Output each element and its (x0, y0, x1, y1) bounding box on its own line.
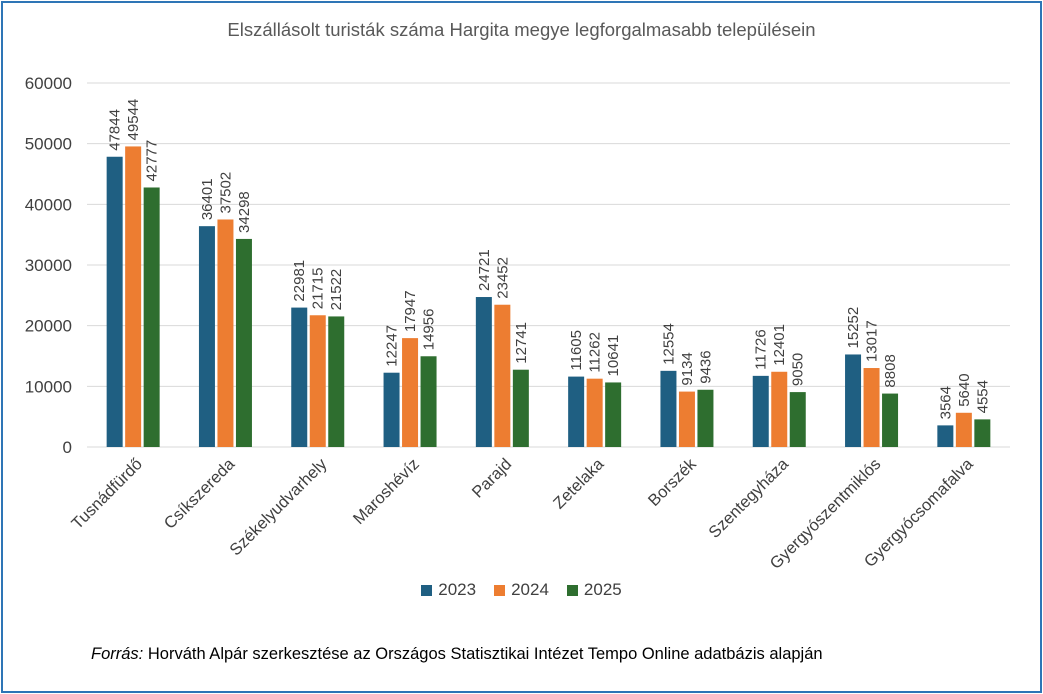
data-label: 21522 (328, 269, 345, 311)
y-tick-label: 20000 (25, 317, 72, 336)
bar (660, 370, 677, 447)
data-label: 8808 (882, 354, 899, 387)
legend-label-2024: 2024 (511, 580, 549, 599)
data-label: 12741 (513, 322, 530, 364)
legend-item-2023: 2023 (421, 580, 476, 600)
data-label: 24721 (476, 249, 493, 291)
bar (106, 156, 123, 447)
data-label: 36401 (199, 178, 216, 220)
data-label: 42777 (144, 140, 161, 182)
bar (955, 412, 972, 447)
data-label: 47844 (107, 109, 124, 151)
bar (845, 354, 862, 447)
legend-item-2024: 2024 (494, 580, 549, 600)
source-label: Forrás: (91, 645, 144, 663)
data-label: 11262 (587, 332, 604, 373)
bar (494, 304, 511, 447)
legend: 2023 2024 2025 (0, 580, 1043, 600)
bar (328, 316, 345, 447)
y-tick-label: 0 (63, 438, 72, 457)
bar (568, 376, 585, 447)
bar (125, 146, 142, 448)
data-label: 49544 (125, 99, 142, 141)
x-category-label: Maroshévíz (350, 455, 423, 528)
x-category-label: Borszék (645, 455, 700, 510)
data-label: 13017 (864, 320, 881, 362)
bar (863, 368, 880, 447)
data-label: 11726 (753, 329, 770, 370)
bar (512, 369, 529, 447)
data-label: 3564 (937, 386, 954, 419)
data-label: 17947 (402, 290, 419, 332)
bar (291, 307, 308, 447)
x-category-label: Zetelaka (550, 455, 608, 513)
legend-item-2025: 2025 (566, 580, 622, 600)
y-tick-label: 60000 (25, 74, 72, 93)
bar (974, 419, 991, 447)
data-label: 9436 (697, 350, 714, 383)
data-label: 12401 (771, 324, 788, 366)
bar (882, 393, 899, 447)
y-tick-label: 50000 (25, 135, 72, 154)
data-label: 23452 (494, 257, 511, 299)
bar (678, 391, 695, 447)
data-label: 4554 (974, 380, 991, 413)
bar (752, 375, 769, 447)
y-tick-label: 30000 (25, 256, 72, 275)
bar (586, 378, 603, 447)
x-category-label: Csíkszereda (161, 455, 239, 533)
bar (697, 389, 714, 447)
bar (402, 338, 419, 447)
bar (605, 382, 622, 447)
y-tick-label: 40000 (25, 195, 72, 214)
data-label: 9134 (679, 352, 696, 385)
legend-swatch-2023 (421, 584, 433, 596)
data-label: 21715 (310, 268, 327, 310)
data-label: 12247 (384, 325, 401, 367)
data-label: 22981 (291, 260, 308, 302)
data-label: 11605 (568, 330, 585, 371)
data-label: 12554 (660, 323, 677, 365)
legend-swatch-2025 (566, 584, 578, 596)
bar (383, 372, 400, 447)
bar (143, 187, 160, 447)
x-category-label: Szentegyháza (705, 455, 792, 542)
data-label: 14956 (421, 309, 438, 351)
bar (420, 356, 437, 447)
bar (198, 226, 215, 447)
source-text: Horváth Alpár szerkesztése az Országos S… (147, 645, 823, 663)
x-category-label: Tusnádfürdő (68, 455, 146, 533)
data-label: 9050 (790, 353, 807, 386)
legend-label-2023: 2023 (438, 580, 477, 599)
data-label: 10641 (605, 335, 622, 377)
source-note: Forrás: Horváth Alpár szerkesztése az Or… (91, 645, 823, 664)
data-label: 15252 (845, 307, 862, 349)
bar (475, 297, 492, 447)
x-category-label: Parajd (469, 455, 515, 501)
legend-swatch-2024 (494, 584, 506, 596)
bar (789, 392, 806, 447)
data-label: 37502 (217, 172, 234, 214)
bar (937, 425, 954, 447)
data-label: 5640 (956, 373, 973, 406)
bar (217, 219, 234, 447)
x-category-label: Székelyudvarhely (226, 455, 331, 560)
bar (235, 238, 252, 447)
legend-label-2025: 2025 (583, 580, 622, 599)
bar (309, 315, 326, 447)
bar (771, 371, 788, 447)
data-label: 34298 (236, 191, 253, 233)
chart-title: Elszállásolt turisták száma Hargita megy… (227, 19, 816, 40)
y-tick-label: 10000 (25, 377, 72, 396)
